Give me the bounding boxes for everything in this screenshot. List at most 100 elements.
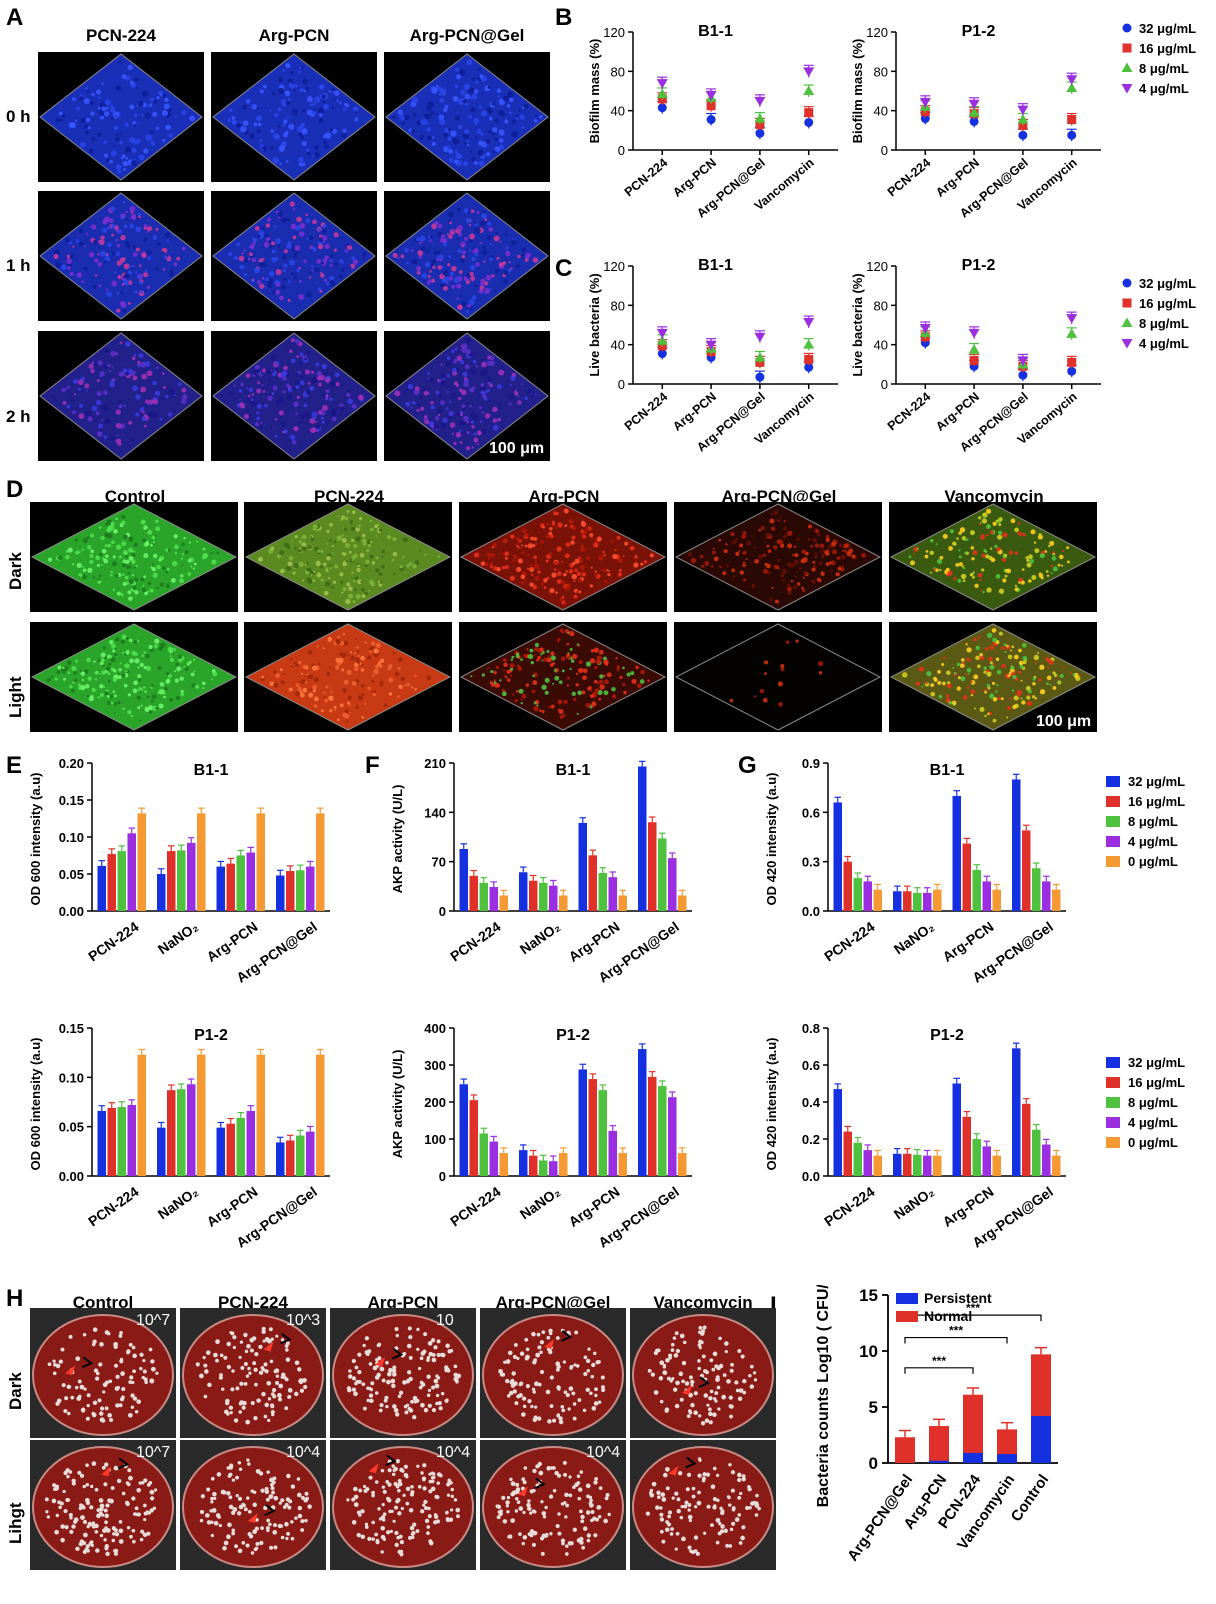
panel-d-tile-r0-c0-area [30,503,238,611]
y-tick-label: 40 [611,104,625,119]
panel-d-tile-r1-c3-area [674,623,882,731]
y-tick-label: 80 [611,64,625,79]
panel-h-plate-r1-c3 [480,1440,626,1570]
data-point [1067,357,1077,367]
bar [306,866,315,911]
bar [177,850,186,911]
panel-a-tile-r2-c0-area [39,332,203,460]
bar [519,872,528,911]
y-tick-label: 0.05 [59,867,84,882]
bar [499,1153,508,1176]
panel-h-row-dark: Dark [6,1372,25,1410]
y-tick-label: 0 [618,143,625,158]
data-point [1066,82,1078,93]
panel-a-tile-r1-c1 [211,191,377,321]
data-point [1066,75,1078,85]
bar [107,1107,116,1176]
y-axis-label: AKP activity (U/L) [390,785,405,894]
data-point [705,340,717,351]
bar [479,882,488,911]
data-point [804,362,814,372]
data-point [656,88,668,98]
y-tick-label: 0.00 [59,904,84,919]
y-tick-label: 5 [869,1398,878,1417]
legend-label: 16 μg/mL [1128,794,1185,809]
bar [903,1153,912,1176]
black-arrow-icon [280,1332,292,1345]
y-tick-label: 120 [603,25,625,40]
y-tick-label: 100 [424,1132,446,1147]
panel-h-plate-r0-c4 [630,1308,776,1438]
panel-a-col-argpcngel: Arg-PCN@Gel [409,26,525,45]
red-arrow-icon [65,1365,76,1376]
bar [1032,868,1041,911]
data-point [1122,298,1132,308]
x-tick-label: Arg-PCN [940,918,997,965]
panel-g1-legend: 32 μg/mL 16 μg/mL 8 μg/mL 4 μg/mL 0 μg/mL [1104,772,1214,880]
data-point [1018,370,1028,380]
data-point [1121,339,1133,349]
bar [863,881,872,911]
panel-label-b: B [555,4,573,31]
red-arrow-icon [247,1512,258,1523]
data-point [1017,105,1029,116]
black-arrow-icon [385,1454,397,1467]
x-tick-label: Arg-PCN [204,1183,261,1230]
panel-h-col-pcn224: PCN-224 [218,1293,288,1312]
red-arrow-icon [101,1466,112,1477]
data-point [754,113,766,123]
panel-label-f: F [365,752,380,779]
panel-h-plate-r0-c2 [330,1308,476,1438]
y-tick-label: 0.10 [59,830,84,845]
bar [97,1110,106,1176]
bar [853,878,862,911]
bar [479,1133,488,1176]
data-point [657,349,667,359]
bar [678,1153,687,1176]
y-axis-label: OD 420 intensity (a.u) [764,773,779,906]
panel-h-plate-r0-c3 [480,1308,626,1438]
chart-title: B1-1 [194,762,229,779]
legend-label: 4 μg/mL [1139,81,1189,96]
panel-a-tile-r2-c2-area [385,332,549,460]
bar [678,895,687,911]
data-point [968,328,980,339]
data-point [755,372,765,382]
bar [226,1123,235,1176]
legend-label: 4 μg/mL [1128,1115,1178,1130]
agar-plate [32,1314,174,1436]
panel-d-tile-r1-c1-area [244,623,452,731]
panel-d-tile-r1-c0 [30,622,238,732]
data-point [968,107,980,117]
panel-d-tile-r1-c1 [244,622,452,732]
panel-h-plate-r0-c1 [180,1308,326,1438]
bar [226,863,235,911]
dilution-label: 10^4 [286,1444,321,1461]
bar [972,1139,981,1176]
bar [853,1142,862,1176]
bar [843,1131,852,1176]
bar [843,861,852,911]
bar [1052,889,1061,911]
panel-a-scale-label: 100 μm [489,440,545,457]
x-tick-label: NaNO₂ [155,1183,201,1222]
data-point [1066,328,1078,338]
bar [952,795,961,911]
bar-persistent [929,1460,949,1463]
bar [1022,1103,1031,1176]
chart-title: P1-2 [962,257,996,274]
y-axis-label: OD 600 intensity (a.u) [28,1038,43,1171]
bar [459,1084,468,1176]
y-tick-label: 80 [874,64,888,79]
legend-label: 4 μg/mL [1128,834,1178,849]
agar-plate [482,1314,624,1436]
dilution-label: 10^7 [136,1312,171,1329]
data-point [803,339,815,349]
y-axis-label: Bacteria counts Log10 ( CFU/mL ) [815,1285,832,1507]
data-point [706,115,716,125]
bar [1012,1048,1021,1176]
legend-label: 32 μg/mL [1128,774,1185,789]
panel-d-tile-r0-c3 [674,502,882,612]
data-point [657,103,667,113]
